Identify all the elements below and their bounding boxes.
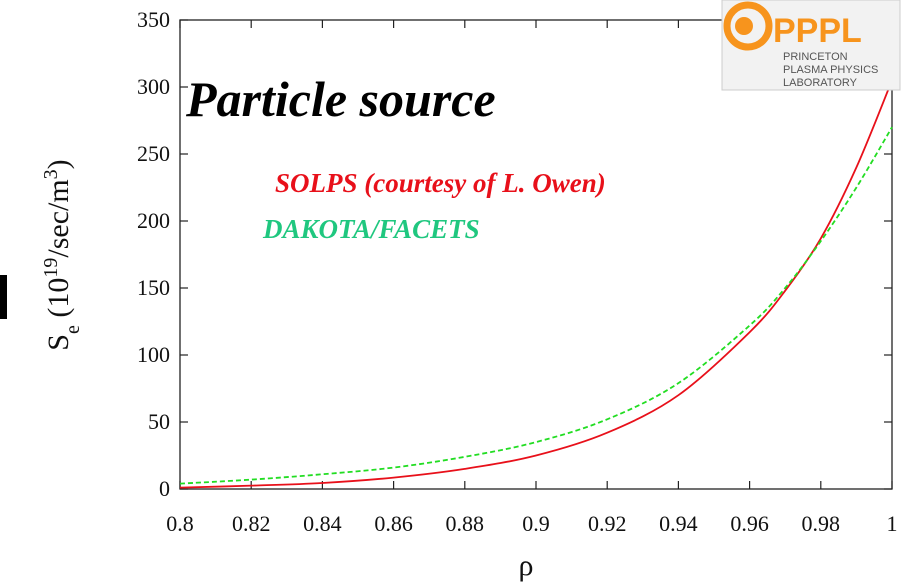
logo-line-1: PRINCETON xyxy=(783,51,848,63)
edge-marker xyxy=(0,275,7,319)
x-tick-label: 0.98 xyxy=(802,511,841,536)
y-tick-label: 50 xyxy=(148,409,170,434)
series-lines xyxy=(179,79,893,489)
legend-entry-dakota: DAKOTA/FACETS xyxy=(262,214,480,244)
logo-line-2: PLASMA PHYSICS xyxy=(783,64,878,76)
logo-line-3: LABORATORY xyxy=(783,77,858,89)
x-tick-label: 0.92 xyxy=(588,511,627,536)
x-tick-label: 0.94 xyxy=(659,511,698,536)
x-tick-label: 0.86 xyxy=(374,511,413,536)
y-tick-label: 300 xyxy=(137,74,170,99)
logo-ring-icon xyxy=(723,1,773,51)
series-line-dakota xyxy=(179,126,893,485)
x-tick-labels: 0.8 0.82 0.84 0.86 0.88 0.9 0.92 0.94 0.96 0.98 1 xyxy=(166,511,897,536)
x-axis-label: ρ xyxy=(519,549,534,582)
y-tick-label: 100 xyxy=(137,342,170,367)
legend-entry-solps: SOLPS (courtesy of L. Owen) xyxy=(275,168,606,198)
y-tick-label: 350 xyxy=(137,7,170,32)
x-tick-label: 0.9 xyxy=(522,511,550,536)
pppl-logo: PPPL PRINCETON PLASMA PHYSICS LABORATORY xyxy=(721,0,901,91)
logo-dot-icon xyxy=(735,17,753,35)
series-line-solps xyxy=(179,79,893,489)
x-tick-label: 1 xyxy=(887,511,898,536)
x-tick-label: 0.84 xyxy=(303,511,342,536)
y-tick-label: 150 xyxy=(137,275,170,300)
y-tick-label: 250 xyxy=(137,141,170,166)
x-tick-label: 0.82 xyxy=(232,511,271,536)
logo-main-text: PPPL xyxy=(773,12,862,50)
y-tick-label: 200 xyxy=(137,208,170,233)
x-tick-label: 0.88 xyxy=(446,511,485,536)
y-axis-label: Se (1019/sec/m3) xyxy=(40,159,84,350)
y-tick-label: 0 xyxy=(159,476,170,501)
y-tick-labels: 0 50 100 150 200 250 300 350 xyxy=(137,7,170,501)
x-tick-label: 0.8 xyxy=(166,511,194,536)
chart-title: Particle source xyxy=(185,71,496,127)
x-tick-label: 0.96 xyxy=(730,511,769,536)
